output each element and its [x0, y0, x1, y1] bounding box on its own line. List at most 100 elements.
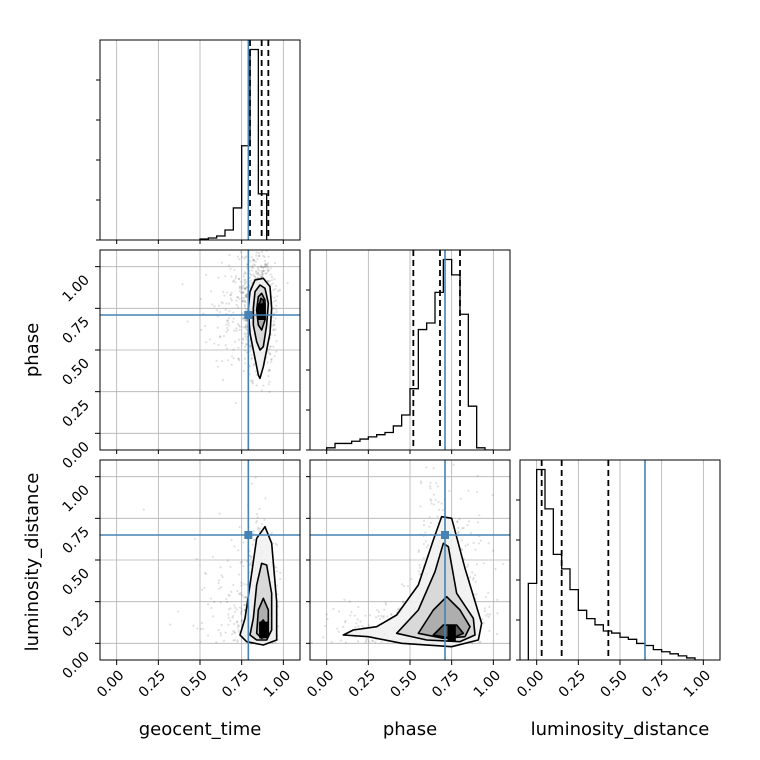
scatter-point: [268, 368, 271, 371]
scatter-point: [232, 629, 235, 633]
scatter-point: [488, 613, 492, 616]
scatter-point: [227, 616, 231, 620]
x-tick-label: 0.25: [136, 668, 169, 701]
scatter-point: [258, 507, 261, 510]
scatter-point: [223, 294, 226, 297]
scatter-point: [261, 273, 264, 276]
scatter-point: [227, 264, 231, 267]
scatter-point: [251, 264, 254, 268]
scatter-point: [270, 278, 273, 282]
scatter-point: [213, 305, 216, 308]
scatter-point: [236, 306, 240, 309]
y-axis-label-luminosity-distance: luminosity_distance: [22, 473, 43, 652]
scatter-point: [487, 542, 490, 545]
scatter-point: [195, 557, 198, 561]
scatter-point: [252, 266, 255, 270]
scatter-point: [233, 610, 237, 614]
scatter-point: [227, 324, 230, 327]
scatter-point: [245, 255, 248, 258]
scatter-point: [251, 382, 255, 385]
scatter-point: [219, 601, 222, 604]
scatter-point: [417, 570, 420, 573]
marginal-geocent-time-panel: [116, 40, 284, 240]
scatter-point: [262, 269, 265, 273]
scatter-point: [217, 582, 220, 585]
scatter-point: [263, 265, 266, 268]
scatter-point: [374, 641, 377, 644]
scatter-point: [259, 264, 262, 267]
scatter-point: [200, 328, 203, 331]
scatter-point: [390, 613, 393, 616]
scatter-point: [244, 362, 247, 365]
x-axis-label-geocent-time: geocent_time: [139, 719, 262, 740]
scatter-point: [250, 561, 253, 564]
scatter-point: [232, 583, 235, 586]
scatter-point: [216, 326, 219, 329]
scatter-point: [265, 272, 268, 275]
scatter-point: [236, 624, 240, 627]
truth-marker: [244, 311, 253, 319]
scatter-point: [419, 505, 422, 508]
scatter-point: [255, 251, 258, 254]
scatter-point: [252, 529, 255, 532]
scatter-point: [203, 586, 206, 589]
scatter-point: [266, 361, 269, 364]
scatter-point: [370, 639, 374, 642]
scatter-point: [357, 625, 360, 628]
scatter-point: [215, 359, 218, 362]
scatter-point: [263, 518, 266, 522]
scatter-point: [237, 324, 241, 327]
scatter-point: [502, 562, 505, 566]
scatter-point: [252, 273, 255, 276]
scatter-point: [432, 493, 436, 496]
scatter-point: [273, 296, 276, 299]
scatter-point: [484, 614, 488, 617]
scatter-point: [236, 296, 239, 299]
scatter-point: [272, 345, 275, 348]
scatter-point: [250, 273, 253, 277]
scatter-point: [204, 572, 208, 575]
scatter-point: [240, 619, 244, 622]
scatter-point: [219, 634, 223, 637]
scatter-point: [379, 618, 382, 621]
scatter-point: [249, 571, 252, 574]
scatter-point: [202, 312, 205, 315]
scatter-point: [250, 266, 253, 269]
scatter-point: [260, 389, 263, 392]
scatter-point: [242, 275, 246, 278]
scatter-point: [202, 627, 205, 631]
scatter-point: [249, 562, 252, 565]
scatter-point: [267, 255, 270, 258]
scatter-point: [230, 275, 233, 278]
scatter-point: [227, 359, 230, 362]
scatter-point: [262, 384, 265, 387]
scatter-point: [258, 527, 261, 530]
scatter-point: [265, 264, 268, 267]
scatter-point: [267, 383, 270, 386]
scatter-point: [227, 316, 231, 320]
scatter-point: [232, 357, 235, 360]
scatter-point: [217, 304, 221, 308]
scatter-point: [232, 348, 235, 351]
scatter-point: [270, 275, 274, 279]
scatter-point: [235, 621, 239, 624]
scatter-point: [240, 584, 243, 587]
scatter-point: [353, 614, 356, 617]
scatter-point: [270, 333, 273, 336]
scatter-point: [336, 627, 339, 630]
scatter-point: [258, 530, 261, 533]
scatter-point: [479, 539, 482, 542]
scatter-point: [341, 625, 345, 628]
scatter-point: [496, 598, 499, 601]
scatter-point: [400, 583, 404, 586]
scatter-point: [419, 480, 422, 483]
scatter-point: [254, 275, 257, 278]
scatter-point: [232, 631, 236, 634]
scatter-point: [274, 641, 277, 644]
scatter-point: [277, 625, 280, 628]
scatter-point: [224, 308, 227, 311]
scatter-point: [260, 275, 263, 279]
scatter-point: [456, 520, 459, 523]
scatter-point: [228, 253, 231, 257]
scatter-point: [253, 538, 257, 541]
